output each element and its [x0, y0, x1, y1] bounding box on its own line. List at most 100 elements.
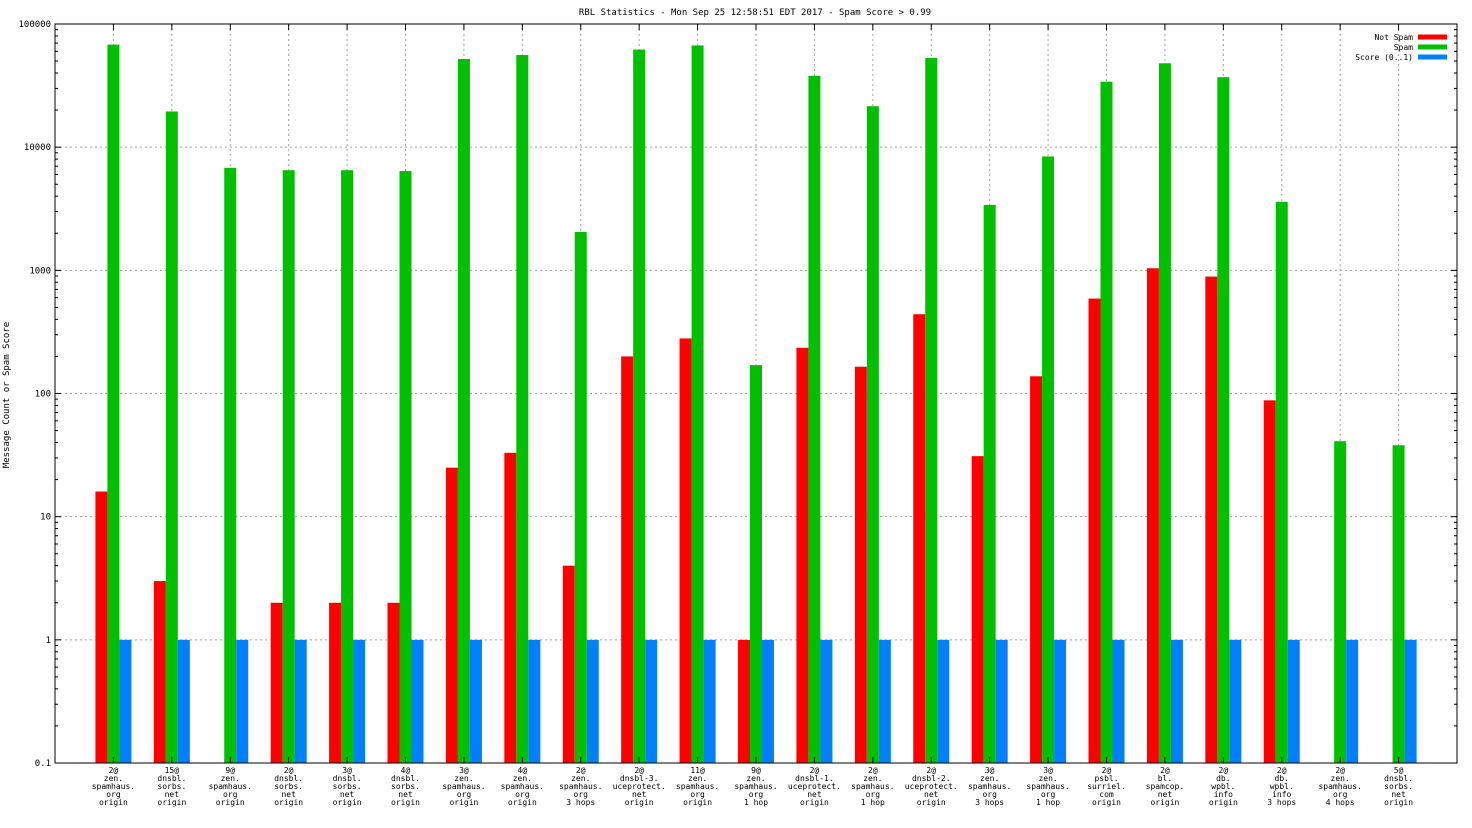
- x-category-label: org: [515, 790, 530, 799]
- bar-score-0-1: [177, 639, 190, 763]
- bar-score-0-1: [294, 639, 307, 763]
- x-category-label: net: [632, 790, 647, 799]
- x-category-label: zen.: [221, 774, 240, 783]
- x-category-label: 11@: [690, 766, 705, 775]
- bar-score-0-1: [937, 639, 950, 763]
- x-category-label: origin: [625, 798, 654, 807]
- bar-spam: [1217, 77, 1230, 763]
- x-category-label: 2@: [868, 766, 878, 775]
- bar-score-0-1: [1346, 639, 1359, 763]
- x-category-label: info: [1214, 790, 1233, 799]
- x-category-label: zen.: [1331, 774, 1350, 783]
- x-category-label: spamhaus.: [734, 782, 777, 791]
- bar-spam: [399, 171, 412, 764]
- bar-spam: [1392, 445, 1405, 763]
- x-category-label: origin: [1150, 798, 1179, 807]
- x-category-label: origin: [216, 798, 245, 807]
- x-category-label: dnsbl.: [333, 774, 362, 783]
- x-category-label: origin: [683, 798, 712, 807]
- x-category-label: 3 hops: [566, 798, 595, 807]
- bar-not-spam: [1205, 276, 1218, 763]
- bar-not-spam: [1146, 268, 1159, 763]
- x-category-label: 3@: [985, 766, 995, 775]
- bars-layer: [95, 44, 1417, 764]
- x-category-label: uceprotect.: [905, 782, 958, 791]
- x-category-label: origin: [99, 798, 128, 807]
- bar-spam: [1275, 201, 1288, 763]
- x-category-label: zen.: [980, 774, 999, 783]
- x-category-label: origin: [1092, 798, 1121, 807]
- bar-spam: [1158, 63, 1171, 764]
- x-category-label: origin: [391, 798, 420, 807]
- bar-spam: [516, 55, 529, 764]
- x-category-label: spamcop.: [1146, 782, 1185, 791]
- x-category-label: com: [1099, 790, 1114, 799]
- x-category-label: zen.: [571, 774, 590, 783]
- y-tick-label: 1000: [29, 266, 51, 276]
- legend-swatch: [1418, 34, 1447, 40]
- x-category-label: info: [1272, 790, 1291, 799]
- x-category-label: sorbs.: [1384, 782, 1413, 791]
- legend-label: Not Spam: [1374, 33, 1413, 42]
- bar-not-spam: [329, 602, 342, 763]
- bar-not-spam: [1088, 298, 1101, 763]
- x-category-label: 1 hop: [861, 798, 885, 807]
- y-tick-label: 10: [40, 513, 51, 523]
- x-category-label: 5@: [1394, 766, 1404, 775]
- bar-not-spam: [1263, 400, 1276, 763]
- y-axis-label: Message Count or Spam Score: [2, 322, 12, 468]
- bar-score-0-1: [469, 639, 482, 763]
- x-category-label: net: [1158, 790, 1173, 799]
- x-category-label: origin: [1209, 798, 1238, 807]
- x-category-label: dnsbl.: [1384, 774, 1413, 783]
- bar-spam: [866, 106, 879, 764]
- x-category-label: 1 hop: [744, 798, 768, 807]
- y-tick-label: 10000: [24, 143, 51, 153]
- x-category-label: 15@: [165, 766, 180, 775]
- bar-not-spam: [387, 602, 400, 763]
- x-category-label: dnsbl-2.: [912, 774, 951, 783]
- x-category-label: net: [340, 790, 355, 799]
- bar-not-spam: [270, 602, 283, 763]
- x-category-label: net: [398, 790, 413, 799]
- x-category-label: spamhaus.: [559, 782, 602, 791]
- x-category-label: 2@: [109, 766, 119, 775]
- x-category-label: dnsbl.: [391, 774, 420, 783]
- legend-swatch: [1418, 44, 1447, 50]
- x-category-label: wpbl.: [1211, 782, 1235, 791]
- x-category-label: zen.: [688, 774, 707, 783]
- bar-not-spam: [445, 467, 458, 763]
- bar-spam: [1334, 441, 1347, 763]
- bar-not-spam: [854, 366, 867, 763]
- x-category-label: db.: [1275, 774, 1289, 783]
- x-tick-labels: 2@zen.spamhaus.orgorigin15@dnsbl.sorbs.n…: [92, 766, 1413, 807]
- bar-score-0-1: [645, 639, 658, 763]
- bar-spam: [691, 45, 704, 763]
- x-category-label: dnsbl.: [274, 774, 303, 783]
- bar-spam: [1042, 156, 1055, 764]
- x-category-label: spamhaus.: [968, 782, 1011, 791]
- x-category-label: org: [1041, 790, 1056, 799]
- x-category-label: 2@: [634, 766, 644, 775]
- bar-not-spam: [913, 314, 926, 763]
- x-category-label: 2@: [926, 766, 936, 775]
- x-category-label: net: [165, 790, 180, 799]
- x-category-label: 2@: [1335, 766, 1345, 775]
- x-category-label: net: [1391, 790, 1406, 799]
- x-category-label: 3@: [342, 766, 352, 775]
- x-category-label: spamhaus.: [851, 782, 894, 791]
- bar-score-0-1: [1404, 639, 1417, 763]
- x-category-label: org: [749, 790, 764, 799]
- bar-not-spam: [621, 356, 634, 763]
- bar-not-spam: [679, 338, 692, 763]
- bar-spam: [107, 44, 120, 763]
- x-category-label: zen.: [863, 774, 882, 783]
- bar-spam: [165, 111, 178, 763]
- bar-score-0-1: [1287, 639, 1300, 763]
- x-category-label: psbl.: [1094, 774, 1118, 783]
- bar-not-spam: [95, 491, 108, 763]
- x-category-label: org: [223, 790, 238, 799]
